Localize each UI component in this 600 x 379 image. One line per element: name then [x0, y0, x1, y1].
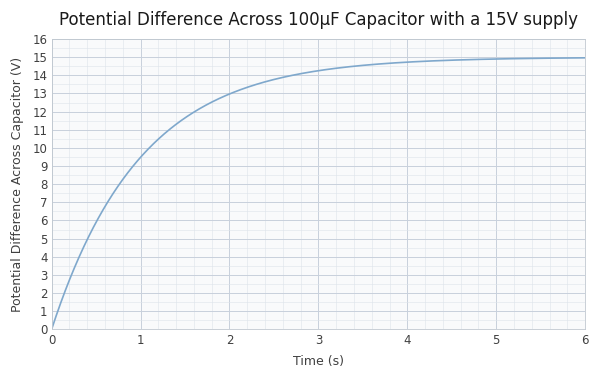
X-axis label: Time (s): Time (s) [293, 355, 344, 368]
Title: Potential Difference Across 100μF Capacitor with a 15V supply: Potential Difference Across 100μF Capaci… [59, 11, 578, 29]
Y-axis label: Potential Difference Across Capacitor (V): Potential Difference Across Capacitor (V… [11, 56, 24, 312]
